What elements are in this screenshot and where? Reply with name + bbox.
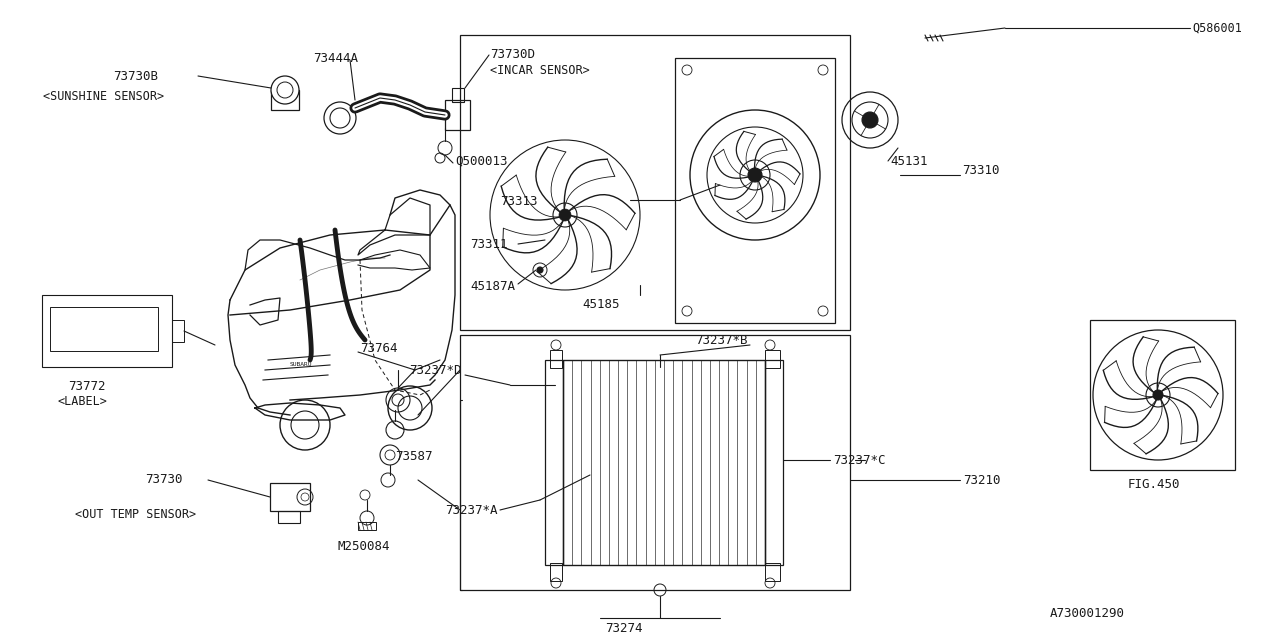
Circle shape <box>559 209 571 221</box>
Bar <box>460 35 850 330</box>
Text: Q500013: Q500013 <box>454 155 507 168</box>
Bar <box>675 58 835 323</box>
Text: <LABEL>: <LABEL> <box>58 395 108 408</box>
Circle shape <box>538 267 543 273</box>
Text: 73587: 73587 <box>396 450 433 463</box>
Text: SUBARU: SUBARU <box>291 362 312 367</box>
Text: 73237*D: 73237*D <box>410 364 462 376</box>
Bar <box>550 350 562 368</box>
Bar <box>545 360 563 565</box>
Text: 73444A: 73444A <box>314 52 358 65</box>
Bar <box>271 90 300 110</box>
Text: 73274: 73274 <box>605 622 643 635</box>
Text: 73730D: 73730D <box>490 48 535 61</box>
Circle shape <box>271 76 300 104</box>
Bar <box>358 522 376 530</box>
Text: 45131: 45131 <box>890 155 928 168</box>
Text: 73237*A: 73237*A <box>445 504 498 516</box>
Text: A730001290: A730001290 <box>1050 607 1125 620</box>
Bar <box>42 295 172 367</box>
Text: Q586001: Q586001 <box>1192 22 1242 35</box>
Bar <box>445 100 470 130</box>
Text: 73311: 73311 <box>470 238 507 251</box>
Circle shape <box>740 160 771 190</box>
Circle shape <box>861 112 878 128</box>
Text: <SUNSHINE SENSOR>: <SUNSHINE SENSOR> <box>44 90 164 103</box>
Bar <box>550 563 562 581</box>
Text: <INCAR SENSOR>: <INCAR SENSOR> <box>490 64 590 77</box>
Circle shape <box>1146 383 1170 407</box>
Circle shape <box>324 102 356 134</box>
Circle shape <box>1153 390 1164 400</box>
Text: 45187A: 45187A <box>470 280 515 293</box>
Text: <OUT TEMP SENSOR>: <OUT TEMP SENSOR> <box>76 508 196 521</box>
Bar <box>278 511 300 523</box>
Bar <box>563 360 765 565</box>
Text: 73313: 73313 <box>500 195 538 208</box>
Text: 73730B: 73730B <box>113 70 157 83</box>
Bar <box>765 360 783 565</box>
Text: 73772: 73772 <box>68 380 105 393</box>
Text: 73730: 73730 <box>145 473 183 486</box>
Bar <box>1091 320 1235 470</box>
Bar <box>765 563 780 581</box>
Bar <box>270 483 310 511</box>
Bar <box>452 88 465 102</box>
Text: 73237*B: 73237*B <box>695 333 748 346</box>
Text: M250084: M250084 <box>338 540 390 553</box>
Bar <box>460 335 850 590</box>
Text: 73237*C: 73237*C <box>833 454 886 467</box>
Bar <box>765 350 780 368</box>
Text: 73764: 73764 <box>360 342 398 355</box>
Circle shape <box>748 168 762 182</box>
Text: 73210: 73210 <box>963 474 1001 486</box>
Text: FIG.450: FIG.450 <box>1128 478 1180 491</box>
Text: 45185: 45185 <box>582 298 620 311</box>
Bar <box>50 307 157 351</box>
Text: 73310: 73310 <box>963 163 1000 177</box>
Circle shape <box>553 203 577 227</box>
Bar <box>172 320 184 342</box>
